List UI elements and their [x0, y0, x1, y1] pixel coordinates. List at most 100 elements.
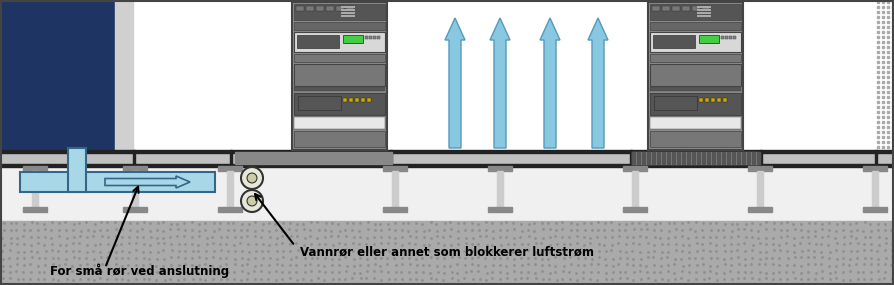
- Bar: [340, 23, 342, 29]
- Bar: [702, 152, 705, 164]
- Bar: [667, 152, 670, 164]
- Bar: [341, 6, 355, 8]
- Bar: [672, 152, 675, 164]
- Bar: [717, 152, 720, 164]
- Bar: [678, 23, 680, 29]
- Bar: [672, 6, 680, 11]
- Bar: [723, 98, 727, 102]
- Bar: [742, 152, 745, 164]
- Bar: [0, 221, 894, 285]
- Bar: [123, 166, 147, 171]
- Bar: [68, 148, 86, 192]
- Bar: [657, 23, 659, 29]
- Bar: [316, 6, 324, 11]
- Bar: [722, 152, 725, 164]
- Bar: [654, 96, 697, 110]
- Bar: [699, 98, 703, 102]
- FancyArrow shape: [105, 176, 190, 188]
- Bar: [0, 166, 894, 221]
- Bar: [650, 117, 741, 129]
- Bar: [632, 171, 638, 207]
- Bar: [711, 98, 715, 102]
- Bar: [331, 23, 333, 29]
- Bar: [682, 152, 685, 164]
- Bar: [735, 23, 737, 29]
- Bar: [115, 0, 133, 155]
- Bar: [650, 4, 741, 20]
- Bar: [373, 36, 376, 39]
- Bar: [361, 98, 365, 102]
- Bar: [346, 6, 354, 11]
- Bar: [647, 152, 650, 164]
- Bar: [863, 166, 887, 171]
- Text: Vannrør eller annet som blokkerer luftstrøm: Vannrør eller annet som blokkerer luftst…: [300, 246, 594, 259]
- Bar: [711, 23, 713, 29]
- Bar: [760, 150, 762, 166]
- Bar: [488, 166, 512, 171]
- Bar: [23, 166, 47, 171]
- Bar: [235, 152, 392, 164]
- Bar: [349, 23, 351, 29]
- Bar: [346, 23, 348, 29]
- Bar: [650, 131, 741, 147]
- Bar: [705, 23, 707, 29]
- Bar: [358, 23, 360, 29]
- Bar: [729, 36, 732, 39]
- Bar: [295, 23, 297, 29]
- Bar: [705, 98, 709, 102]
- Bar: [720, 23, 722, 29]
- Bar: [737, 152, 740, 164]
- Bar: [376, 23, 378, 29]
- Bar: [642, 152, 645, 164]
- Bar: [721, 36, 724, 39]
- Bar: [632, 152, 635, 164]
- Bar: [697, 15, 711, 17]
- Bar: [752, 152, 755, 164]
- Bar: [684, 23, 686, 29]
- Bar: [757, 171, 763, 207]
- Bar: [727, 152, 730, 164]
- Bar: [367, 23, 369, 29]
- Bar: [341, 15, 355, 17]
- Bar: [377, 36, 380, 39]
- Bar: [301, 23, 303, 29]
- Bar: [343, 35, 363, 43]
- Bar: [697, 6, 711, 8]
- Bar: [732, 152, 735, 164]
- Circle shape: [241, 190, 263, 212]
- Circle shape: [241, 167, 263, 189]
- Bar: [326, 6, 334, 11]
- Bar: [693, 23, 695, 29]
- Bar: [650, 64, 741, 86]
- Bar: [712, 152, 715, 164]
- Bar: [630, 150, 632, 166]
- Bar: [697, 12, 711, 14]
- Bar: [632, 152, 758, 164]
- Bar: [294, 117, 385, 129]
- Bar: [32, 171, 38, 207]
- Bar: [726, 23, 728, 29]
- Bar: [341, 9, 355, 11]
- Bar: [875, 150, 877, 166]
- Bar: [650, 87, 741, 91]
- Bar: [697, 152, 700, 164]
- Bar: [292, 2, 387, 150]
- Bar: [662, 6, 670, 11]
- Bar: [687, 152, 690, 164]
- Bar: [648, 2, 743, 150]
- Bar: [717, 23, 719, 29]
- Bar: [687, 23, 689, 29]
- Bar: [337, 23, 339, 29]
- Bar: [653, 35, 695, 48]
- Bar: [367, 98, 371, 102]
- Bar: [0, 150, 894, 166]
- Bar: [690, 23, 692, 29]
- Bar: [660, 23, 662, 29]
- Bar: [732, 23, 734, 29]
- Bar: [748, 207, 772, 212]
- Bar: [623, 166, 647, 171]
- Bar: [651, 23, 653, 29]
- Bar: [343, 23, 345, 29]
- FancyArrow shape: [588, 18, 608, 148]
- Bar: [488, 207, 512, 212]
